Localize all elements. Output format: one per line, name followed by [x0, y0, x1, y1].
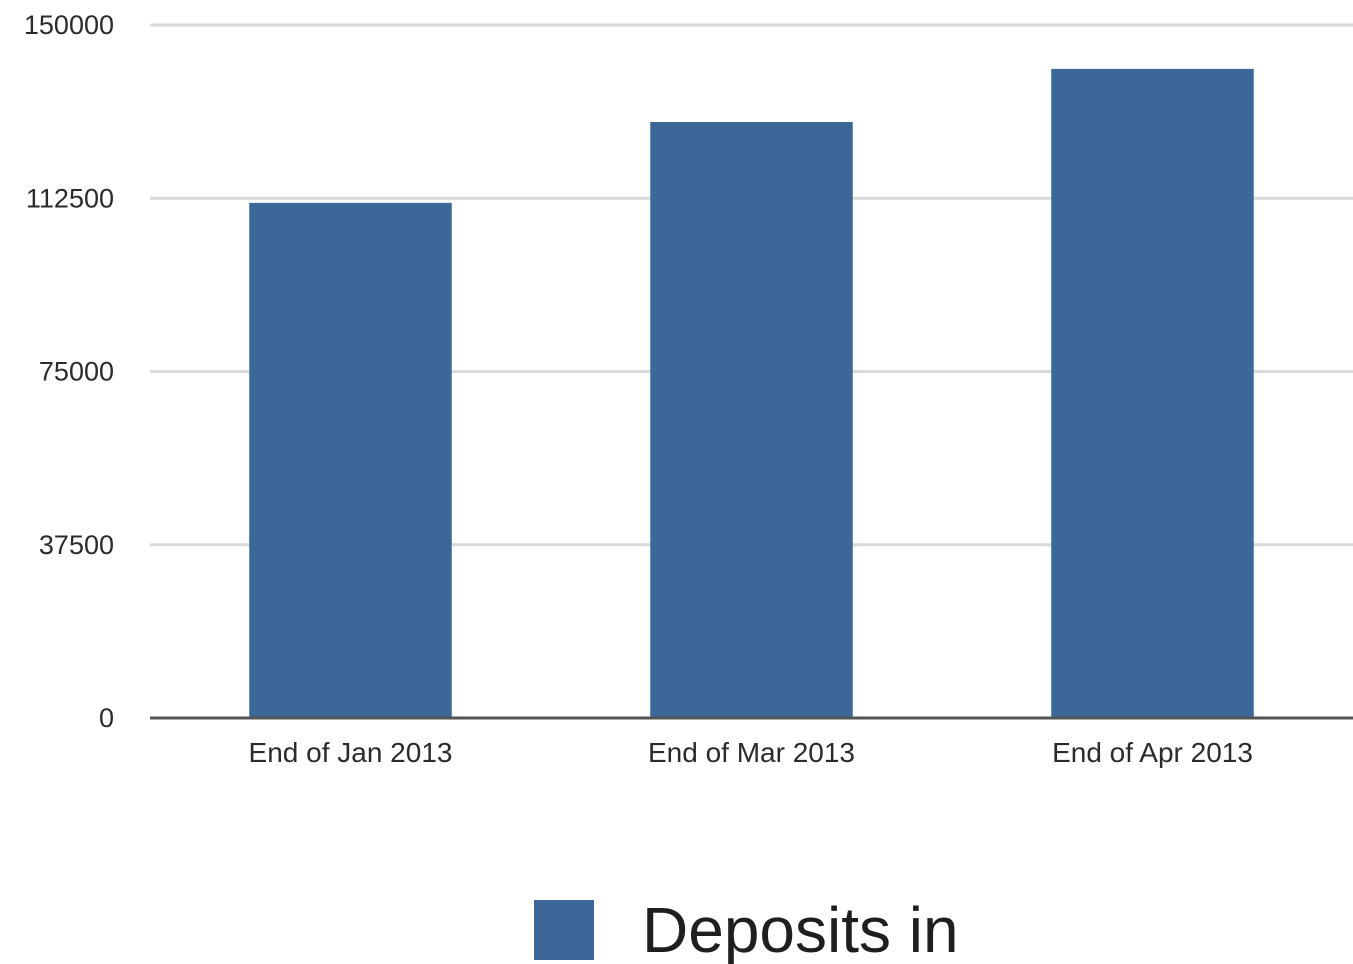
bar — [1051, 68, 1254, 718]
y-tick-label: 75000 — [39, 357, 114, 387]
y-tick-label: 0 — [99, 703, 114, 733]
bars — [249, 68, 1254, 718]
x-tick-label: End of Jan 2013 — [249, 737, 453, 768]
legend: Deposits in — [534, 894, 959, 964]
y-tick-label: 112500 — [26, 183, 114, 213]
legend-label: Deposits in — [642, 894, 959, 964]
y-tick-label: 150000 — [24, 10, 114, 40]
x-tick-label: End of Apr 2013 — [1052, 737, 1253, 768]
bar — [249, 202, 452, 718]
bar — [650, 122, 853, 718]
y-tick-label: 37500 — [39, 530, 114, 560]
x-axis-labels: End of Jan 2013 End of Mar 2013 End of Apr… — [249, 737, 1253, 768]
y-axis-ticks: 0 37500 75000 112500 150000 — [24, 10, 114, 733]
x-tick-label: End of Mar 2013 — [648, 737, 855, 768]
legend-swatch — [534, 900, 594, 960]
